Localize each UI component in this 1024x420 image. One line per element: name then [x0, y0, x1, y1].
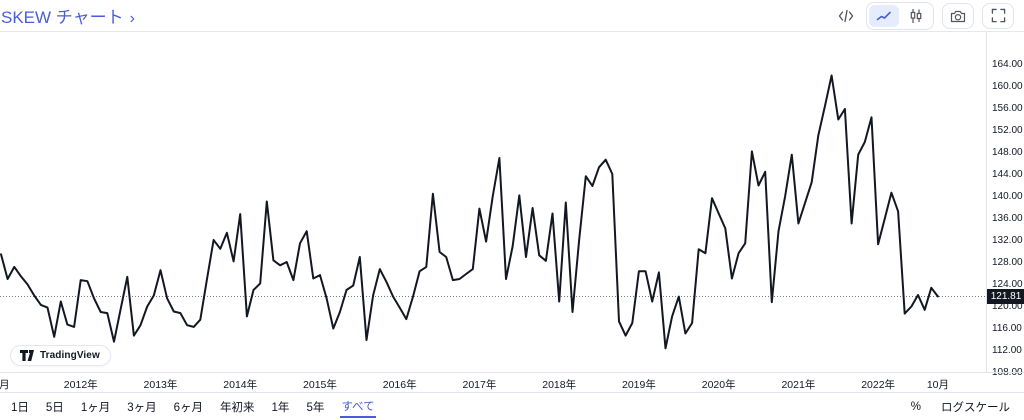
price-axis-label: 128.00: [992, 257, 1023, 268]
line-chart-icon[interactable]: [869, 4, 899, 27]
time-axis-label: 2021年: [781, 379, 816, 391]
chart-region: 121.81 164.00 160.00 156.00 152.00 148.00 144…: [0, 32, 1024, 378]
time-axis[interactable]: 月 2012年 2013年 2014年 2015年 2016年 2017年 2018年 2019…: [0, 372, 1024, 392]
range-button-5日[interactable]: 5日: [45, 401, 64, 414]
time-axis-label: 2017年: [462, 379, 497, 391]
range-button-5年[interactable]: 5年: [306, 401, 325, 414]
fullscreen-icon[interactable]: [982, 2, 1014, 29]
range-button-1年[interactable]: 1年: [271, 401, 290, 414]
price-axis-label: 152.00: [992, 125, 1023, 136]
time-axis-label: 10月: [926, 379, 950, 391]
chart-type-toggle: [866, 1, 934, 30]
time-axis-label: 2020年: [701, 379, 736, 391]
symbol-title-link[interactable]: SKEW チャート ›: [1, 3, 135, 28]
percent-scale-button[interactable]: %: [910, 400, 921, 413]
time-axis-label: 2013年: [143, 379, 178, 391]
price-axis-label: 160.00: [992, 81, 1023, 92]
time-axis-label: 2018年: [542, 379, 577, 391]
tradingview-attribution-link[interactable]: TradingView: [10, 345, 111, 366]
time-axis-label: 2015年: [303, 379, 337, 391]
price-axis-label: 140.00: [992, 191, 1023, 202]
widget-header: SKEW チャート ›: [0, 0, 1024, 32]
price-axis-label: 112.00: [992, 345, 1022, 356]
tradingview-logo-icon: [20, 350, 34, 361]
time-axis-label: 2016年: [382, 379, 417, 391]
camera-icon[interactable]: [942, 2, 974, 29]
price-axis-label: 156.00: [992, 103, 1023, 114]
current-price-badge: 121.81: [987, 289, 1024, 305]
time-axis-label: 2022年: [861, 379, 896, 391]
chevron-right-icon: ›: [129, 10, 135, 27]
price-chart-plot[interactable]: [0, 32, 986, 372]
range-button-1ヶ月[interactable]: 1ヶ月: [80, 401, 111, 414]
bottom-toolbar: 1日 5日 1ヶ月 3ヶ月 6ヶ月 年初来 1年 5年 すべて % ログスケール: [0, 392, 1024, 420]
skew-line-series: [0, 74, 939, 350]
price-axis-label: 136.00: [992, 213, 1023, 224]
code-view-icon[interactable]: [834, 2, 858, 29]
range-button-すべて[interactable]: すべて: [340, 396, 376, 418]
page-title: SKEW チャート: [1, 8, 124, 27]
time-axis-label: 2014年: [223, 379, 258, 391]
tradingview-logo-text: TradingView: [40, 350, 100, 361]
price-axis-label: 120.00: [992, 301, 1023, 312]
range-button-1日[interactable]: 1日: [11, 401, 29, 414]
price-axis-label: 132.00: [992, 235, 1023, 246]
header-toolbar: [834, 1, 1014, 30]
date-range-selector: 1日 5日 1ヶ月 3ヶ月 6ヶ月 年初来 1年 5年 すべて: [10, 396, 376, 418]
range-button-6ヶ月[interactable]: 6ヶ月: [173, 401, 204, 414]
price-axis-label: 116.00: [992, 323, 1022, 334]
range-button-年初来[interactable]: 年初来: [220, 401, 255, 414]
time-axis-label: 2019年: [621, 379, 656, 391]
price-axis-label: 148.00: [992, 147, 1023, 158]
time-axis-label: 2012年: [63, 379, 98, 391]
price-axis-label: 144.00: [992, 169, 1023, 180]
scale-controls: % ログスケール: [911, 399, 1010, 415]
time-axis-label: 月: [0, 379, 10, 391]
range-button-3ヶ月[interactable]: 3ヶ月: [127, 401, 157, 414]
price-axis-label: 164.00: [992, 59, 1023, 70]
price-scale[interactable]: 121.81 164.00 160.00 156.00 152.00 148.00 144…: [986, 32, 1024, 378]
log-scale-button[interactable]: ログスケール: [941, 401, 1010, 414]
candlestick-icon[interactable]: [901, 5, 931, 27]
price-axis-label: 124.00: [992, 279, 1023, 290]
